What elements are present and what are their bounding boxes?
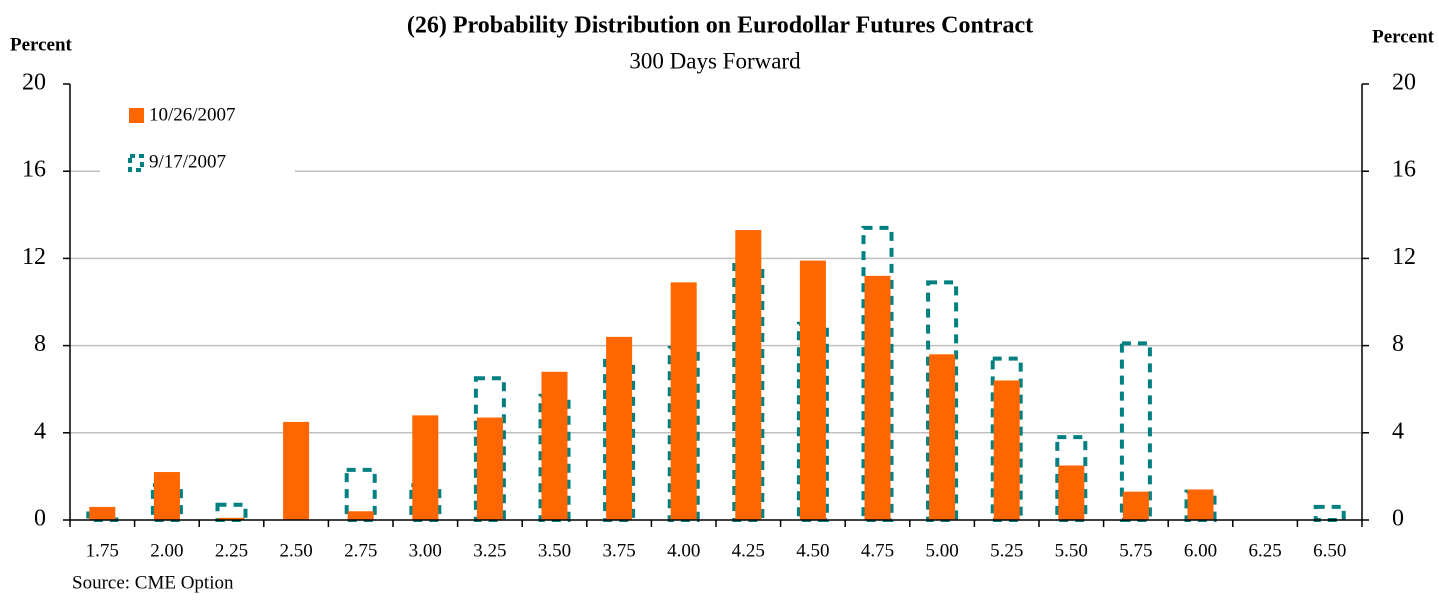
bar-outline [1119,341,1152,523]
chart-subtitle: 300 Days Forward [629,48,801,73]
source-note: Source: CME Option [72,572,234,593]
x-tick-label: 4.75 [861,540,894,561]
bar [864,275,891,520]
y2-tick-label: 12 [1392,244,1416,270]
bar-outline [1313,504,1346,523]
x-tick-label: 6.25 [1248,540,1281,561]
bar-outline [215,502,248,522]
bar [1058,465,1085,520]
y-tick-label: 4 [34,418,46,444]
x-tick-label: 6.00 [1184,540,1217,561]
bar [218,517,245,520]
y2-axis-label: Percent [1372,26,1435,47]
y-tick-label: 8 [34,331,46,357]
x-tick-label: 2.25 [215,540,248,561]
bar [347,511,374,520]
bar [993,380,1020,520]
y-tick-label: 20 [22,70,46,96]
x-tick-label: 3.75 [602,540,635,561]
legend-label: 10/26/2007 [149,104,236,125]
bar [606,336,633,520]
x-tick-label: 5.00 [925,540,958,561]
x-tick-label: 3.25 [473,540,506,561]
bar [153,472,180,520]
bar-outline [732,262,765,522]
bar [929,354,956,520]
x-tick-label: 6.50 [1313,540,1346,561]
bar [1122,491,1149,520]
x-tick-label: 1.75 [86,540,119,561]
bar [412,415,439,520]
bar [283,421,310,520]
x-tick-label: 5.75 [1119,540,1152,561]
y2-tick-label: 4 [1392,418,1404,444]
y2-tick-label: 8 [1392,331,1404,357]
x-tick-label: 3.50 [538,540,571,561]
y-axis-label: Percent [10,34,73,55]
legend-swatch [129,108,144,123]
chart-title: (26) Probability Distribution on Eurodol… [407,13,1033,39]
y-tick-label: 12 [22,244,46,270]
x-tick-label: 4.50 [796,540,829,561]
y2-tick-label: 16 [1392,157,1416,183]
x-tick-label: 4.00 [667,540,700,561]
x-tick-label: 5.25 [990,540,1023,561]
bar [89,506,116,520]
x-tick-label: 5.50 [1055,540,1088,561]
x-tick-label: 3.00 [409,540,442,561]
x-tick-label: 4.25 [732,540,765,561]
bar [476,417,503,520]
bar-outline [344,467,377,522]
legend-label: 9/17/2007 [149,151,226,172]
bar [670,282,697,520]
bar-outline [603,358,636,522]
y-tick-label: 0 [34,506,46,532]
legend-swatch [128,154,144,172]
bar [541,371,568,520]
bar [735,230,762,520]
x-tick-label: 2.75 [344,540,377,561]
bar [799,260,826,520]
x-tick-label: 2.00 [150,540,183,561]
x-tick-label: 2.50 [279,540,312,561]
y2-tick-label: 20 [1392,70,1416,96]
y2-tick-label: 0 [1392,506,1404,532]
bar [1187,489,1214,520]
y-tick-label: 16 [22,157,46,183]
bar-outline [1055,435,1088,522]
